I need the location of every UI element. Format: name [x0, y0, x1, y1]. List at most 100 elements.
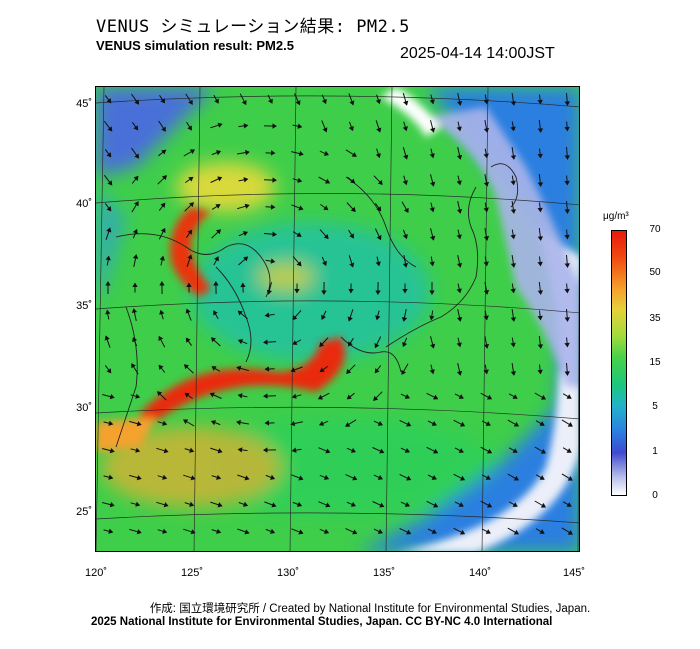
wind-arrow-head: [210, 337, 216, 343]
wind-arrow-head: [189, 447, 195, 453]
wind-arrow-head: [513, 475, 520, 481]
wind-arrow-head: [243, 256, 249, 262]
wind-arrow-head: [348, 341, 353, 347]
wind-arrow-head: [213, 310, 218, 316]
wind-arrow-head: [402, 262, 409, 268]
wind-arrow-head: [323, 474, 330, 480]
wind-arrow-head: [564, 209, 570, 214]
wind-arrow-head: [350, 206, 356, 213]
wind-arrow-head: [406, 529, 412, 535]
wind-arrow-head: [483, 99, 489, 105]
wind-arrow-head: [431, 474, 437, 480]
colorbar-unit: μg/m³: [603, 211, 629, 222]
wind-arrow-head: [211, 366, 217, 371]
colorbar-tick-0: 0: [652, 490, 658, 501]
wind-arrow-head: [567, 529, 573, 535]
wind-arrow-head: [321, 98, 327, 105]
wind-arrow-head: [377, 179, 383, 185]
wind-arrow-head: [483, 261, 489, 267]
wind-arrow-head: [483, 315, 489, 321]
wind-arrow-head: [537, 182, 544, 187]
wind-arrow-head: [135, 393, 141, 399]
wind-arrow-head: [402, 234, 408, 240]
wind-arrow-head: [264, 420, 270, 426]
lat-label-25: 25˚: [76, 506, 92, 518]
wind-arrow-head: [132, 337, 138, 343]
wind-arrow-head: [134, 153, 140, 159]
wind-arrow-head: [270, 474, 276, 480]
wind-arrow-head: [322, 260, 327, 266]
wind-arrow-head: [539, 529, 545, 534]
wind-arrow-head: [459, 475, 466, 481]
wind-arrow-head: [510, 371, 516, 376]
wind-arrow-head: [483, 181, 490, 187]
wind-arrow-head: [348, 289, 354, 294]
wind-arrow-head: [295, 100, 301, 106]
wind-arrow-head: [510, 155, 516, 160]
wind-arrow-head: [188, 176, 194, 182]
wind-arrow-head: [298, 150, 304, 157]
wind-arrow-head: [323, 205, 329, 211]
pm25-map: [95, 86, 580, 552]
wind-arrow-head: [163, 502, 169, 508]
wind-arrow-head: [298, 475, 304, 481]
wind-arrow-head: [160, 98, 166, 104]
wind-arrow-head: [160, 227, 166, 233]
wind-arrow-head: [379, 502, 385, 508]
wind-arrow-head: [433, 394, 439, 400]
wind-arrow-head: [108, 528, 114, 534]
wind-arrow-head: [350, 447, 356, 453]
wind-arrow-head: [270, 258, 276, 264]
wind-arrow-head: [510, 263, 516, 268]
wind-arrow-head: [319, 420, 325, 426]
wind-arrow-head: [105, 309, 111, 315]
wind-arrow-head: [325, 448, 331, 454]
wind-arrow-head: [209, 392, 215, 398]
wind-arrow-head: [539, 475, 545, 480]
colorbar-tick-35: 35: [649, 313, 661, 324]
wind-arrow-head: [564, 155, 570, 160]
wind-arrow-head: [375, 290, 381, 295]
wind-arrow-head: [133, 125, 139, 131]
wind-arrow-head: [323, 150, 329, 156]
wind-arrow-head: [158, 335, 164, 342]
wind-arrow-head: [162, 474, 168, 480]
colorbar-tick-70: 70: [649, 224, 661, 235]
wind-arrow-head: [376, 127, 382, 133]
wind-arrow-head: [133, 175, 139, 181]
wind-arrow-head: [345, 422, 351, 427]
wind-arrow-head: [456, 234, 462, 240]
wind-arrow-head: [537, 369, 543, 375]
wind-arrow-head: [294, 288, 300, 294]
wind-arrow-head: [456, 100, 463, 106]
wind-arrow-head: [510, 209, 516, 214]
wind-arrow-head: [349, 100, 355, 106]
wind-arrow-head: [537, 261, 543, 267]
wind-arrow-head: [456, 126, 462, 132]
wind-arrow-head: [106, 227, 112, 233]
colorbar-tick-50: 50: [649, 267, 661, 278]
wind-arrow-head: [510, 126, 516, 132]
wind-arrow-head: [216, 150, 222, 156]
wind-arrow-head: [237, 393, 243, 399]
wind-arrow-head: [214, 256, 219, 262]
wind-arrow-head: [401, 316, 408, 322]
wind-arrow-head: [513, 421, 520, 427]
wind-arrow-head: [161, 175, 167, 181]
wind-arrow-head: [486, 502, 493, 508]
wind-arrow-head: [564, 234, 570, 240]
wind-arrow-head: [109, 394, 115, 400]
low-zone-northwest: [96, 87, 216, 177]
wind-arrow-head: [317, 394, 324, 400]
wind-arrow-head: [298, 205, 304, 211]
wind-arrow-head: [510, 101, 516, 106]
wind-arrow-head: [187, 254, 193, 260]
wind-arrow-head: [485, 529, 491, 534]
wind-arrow-head: [184, 392, 190, 398]
wind-arrow-head: [537, 315, 543, 321]
wind-arrow-head: [264, 366, 270, 372]
wind-arrow-head: [567, 421, 573, 427]
wind-arrow-head: [373, 395, 379, 401]
wind-arrow-head: [214, 98, 219, 104]
wind-arrow-head: [429, 99, 435, 105]
